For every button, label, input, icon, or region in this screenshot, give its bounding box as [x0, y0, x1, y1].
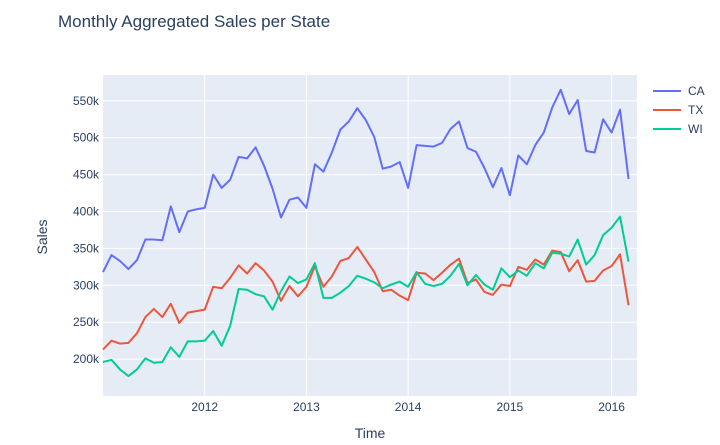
y-tick-label: 450k — [73, 168, 100, 182]
series-line-tx — [102, 245, 630, 351]
legend-label: WI — [688, 122, 703, 136]
series-line-wi — [102, 215, 630, 378]
y-tick-label: 200k — [73, 352, 100, 366]
y-axis-title: Sales — [34, 219, 50, 254]
series-line-ca — [102, 88, 630, 273]
y-tick-label: 500k — [73, 131, 100, 145]
gridlines — [103, 75, 637, 396]
y-tick-label: 550k — [73, 94, 100, 108]
legend-item-tx[interactable]: TX — [653, 103, 703, 117]
chart-title: Monthly Aggregated Sales per State — [58, 12, 330, 31]
legend[interactable]: CA TX WI — [653, 84, 705, 136]
legend-item-wi[interactable]: WI — [653, 122, 703, 136]
x-tick-label: 2013 — [293, 400, 320, 414]
x-axis-ticks: 2012 2013 2014 2015 2016 — [191, 400, 625, 414]
y-tick-label: 250k — [73, 315, 100, 329]
x-tick-label: 2016 — [598, 400, 625, 414]
y-tick-label: 300k — [73, 278, 100, 292]
series-lines — [102, 88, 630, 378]
y-tick-label: 400k — [73, 205, 100, 219]
x-tick-label: 2012 — [191, 400, 218, 414]
legend-label: CA — [688, 84, 705, 98]
x-axis-title: Time — [355, 425, 386, 441]
legend-item-ca[interactable]: CA — [653, 84, 705, 98]
x-tick-label: 2015 — [497, 400, 524, 414]
y-axis-ticks: 200k 250k 300k 350k 400k 450k 500k 550k — [73, 94, 100, 366]
x-tick-label: 2014 — [395, 400, 422, 414]
y-tick-label: 350k — [73, 241, 100, 255]
legend-label: TX — [688, 103, 703, 117]
